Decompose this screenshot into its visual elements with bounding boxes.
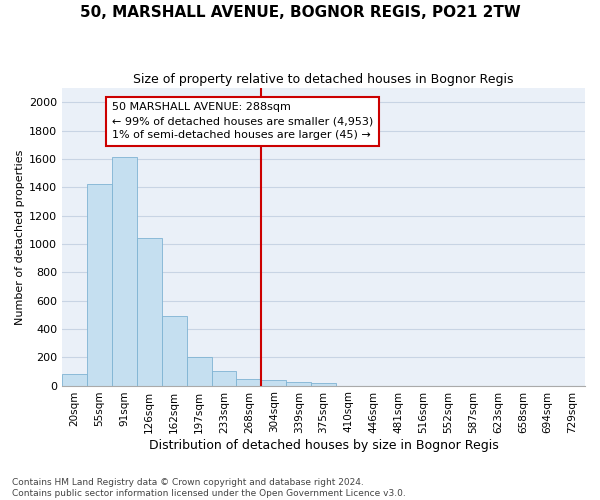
Bar — [62, 374, 87, 386]
Bar — [311, 384, 336, 386]
Bar — [286, 382, 311, 386]
Bar — [87, 184, 112, 386]
Bar — [187, 356, 212, 386]
Bar — [112, 158, 137, 386]
X-axis label: Distribution of detached houses by size in Bognor Regis: Distribution of detached houses by size … — [149, 440, 499, 452]
Title: Size of property relative to detached houses in Bognor Regis: Size of property relative to detached ho… — [133, 72, 514, 86]
Bar — [262, 380, 286, 386]
Text: 50, MARSHALL AVENUE, BOGNOR REGIS, PO21 2TW: 50, MARSHALL AVENUE, BOGNOR REGIS, PO21 … — [80, 5, 520, 20]
Y-axis label: Number of detached properties: Number of detached properties — [15, 149, 25, 324]
Bar — [162, 316, 187, 386]
Bar — [212, 370, 236, 386]
Text: 50 MARSHALL AVENUE: 288sqm
← 99% of detached houses are smaller (4,953)
1% of se: 50 MARSHALL AVENUE: 288sqm ← 99% of deta… — [112, 102, 373, 140]
Bar — [137, 238, 162, 386]
Bar — [236, 379, 262, 386]
Text: Contains HM Land Registry data © Crown copyright and database right 2024.
Contai: Contains HM Land Registry data © Crown c… — [12, 478, 406, 498]
